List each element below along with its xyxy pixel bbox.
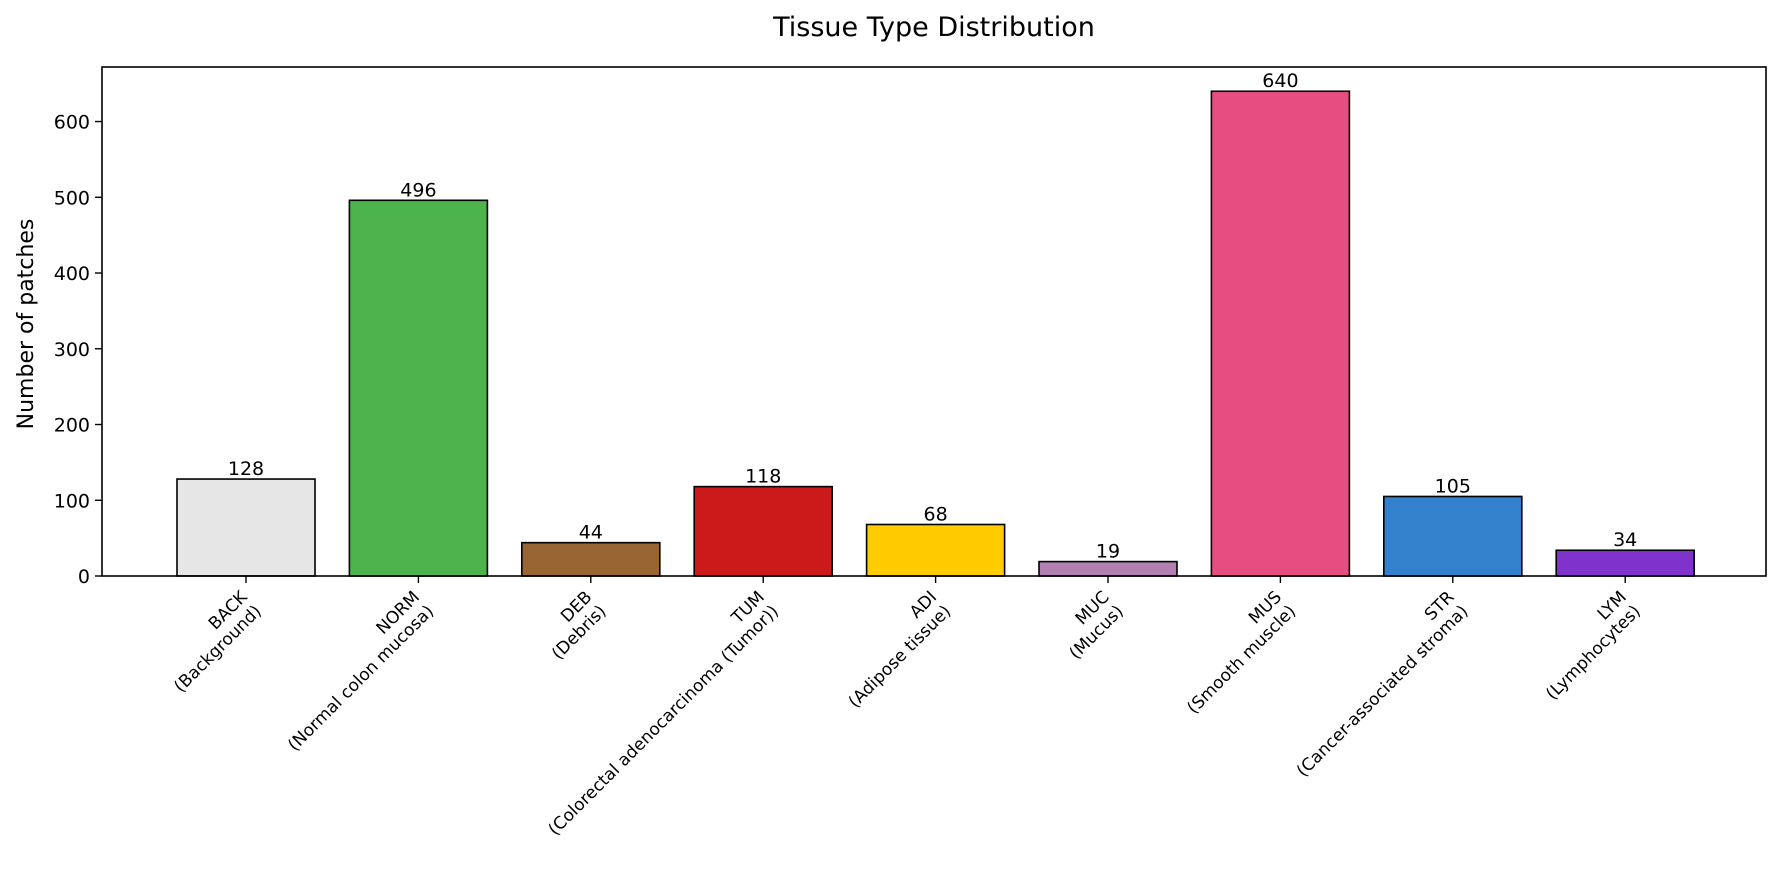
- y-tick-label: 0: [78, 566, 90, 588]
- category-description: (Smooth muscle): [1183, 602, 1300, 719]
- bar-mus: [1210, 90, 1351, 577]
- bar-lym: [1555, 549, 1695, 577]
- x-tick-label: LYM(Lymphocytes): [1542, 587, 1645, 705]
- plot-area: 0 100 200 300 400 500 600 BACK(Background) 128 NO…: [54, 66, 1767, 840]
- data-label: 128: [228, 458, 264, 480]
- x-tick-label: DEB(Debris): [548, 587, 610, 664]
- x-tick-label: MUC(Mucus): [1066, 587, 1128, 663]
- plot-frame: [101, 66, 1767, 577]
- y-tick-label: 200: [54, 415, 90, 437]
- category-description: (Lymphocytes): [1542, 602, 1645, 705]
- bar-muc: [1038, 560, 1178, 577]
- category-description: (Adipose tissue): [845, 602, 956, 713]
- bar-tum: [693, 485, 834, 577]
- x-tick-label: ADI(Adipose tissue): [845, 587, 956, 713]
- x-tick-label: STR(Cancer-associated stroma): [1293, 587, 1473, 782]
- x-tick-label: BACK(Background): [170, 587, 265, 697]
- category-description: (Cancer-associated stroma): [1293, 602, 1473, 782]
- bar-adi: [865, 523, 1006, 577]
- category-description: (Normal colon mucosa): [284, 602, 438, 756]
- data-label: 496: [400, 179, 436, 201]
- y-tick-label: 500: [54, 187, 90, 209]
- y-tick-label: 400: [54, 263, 90, 285]
- chart-title: Tissue Type Distribution: [772, 12, 1095, 43]
- bar-norm: [348, 199, 489, 577]
- y-tick-label: 300: [54, 339, 90, 361]
- data-label: 34: [1613, 529, 1637, 551]
- data-label: 105: [1435, 475, 1471, 497]
- x-tick-label: NORM(Normal colon mucosa): [284, 587, 438, 756]
- data-label: 68: [924, 503, 948, 525]
- x-tick-label: MUS(Smooth muscle): [1183, 587, 1300, 719]
- bar-deb: [520, 541, 661, 577]
- data-label: 640: [1262, 70, 1298, 92]
- bar-back: [176, 478, 316, 577]
- data-label: 44: [579, 522, 603, 544]
- y-tick-label: 100: [54, 490, 90, 512]
- x-tick-label: TUM(Colorectal adenocarcinoma (Tumor)): [545, 587, 783, 839]
- y-axis-label: Number of patches: [14, 219, 39, 430]
- y-tick-label: 600: [54, 112, 90, 134]
- data-label: 118: [745, 466, 781, 488]
- data-label: 19: [1096, 541, 1120, 563]
- bar-str: [1383, 495, 1523, 577]
